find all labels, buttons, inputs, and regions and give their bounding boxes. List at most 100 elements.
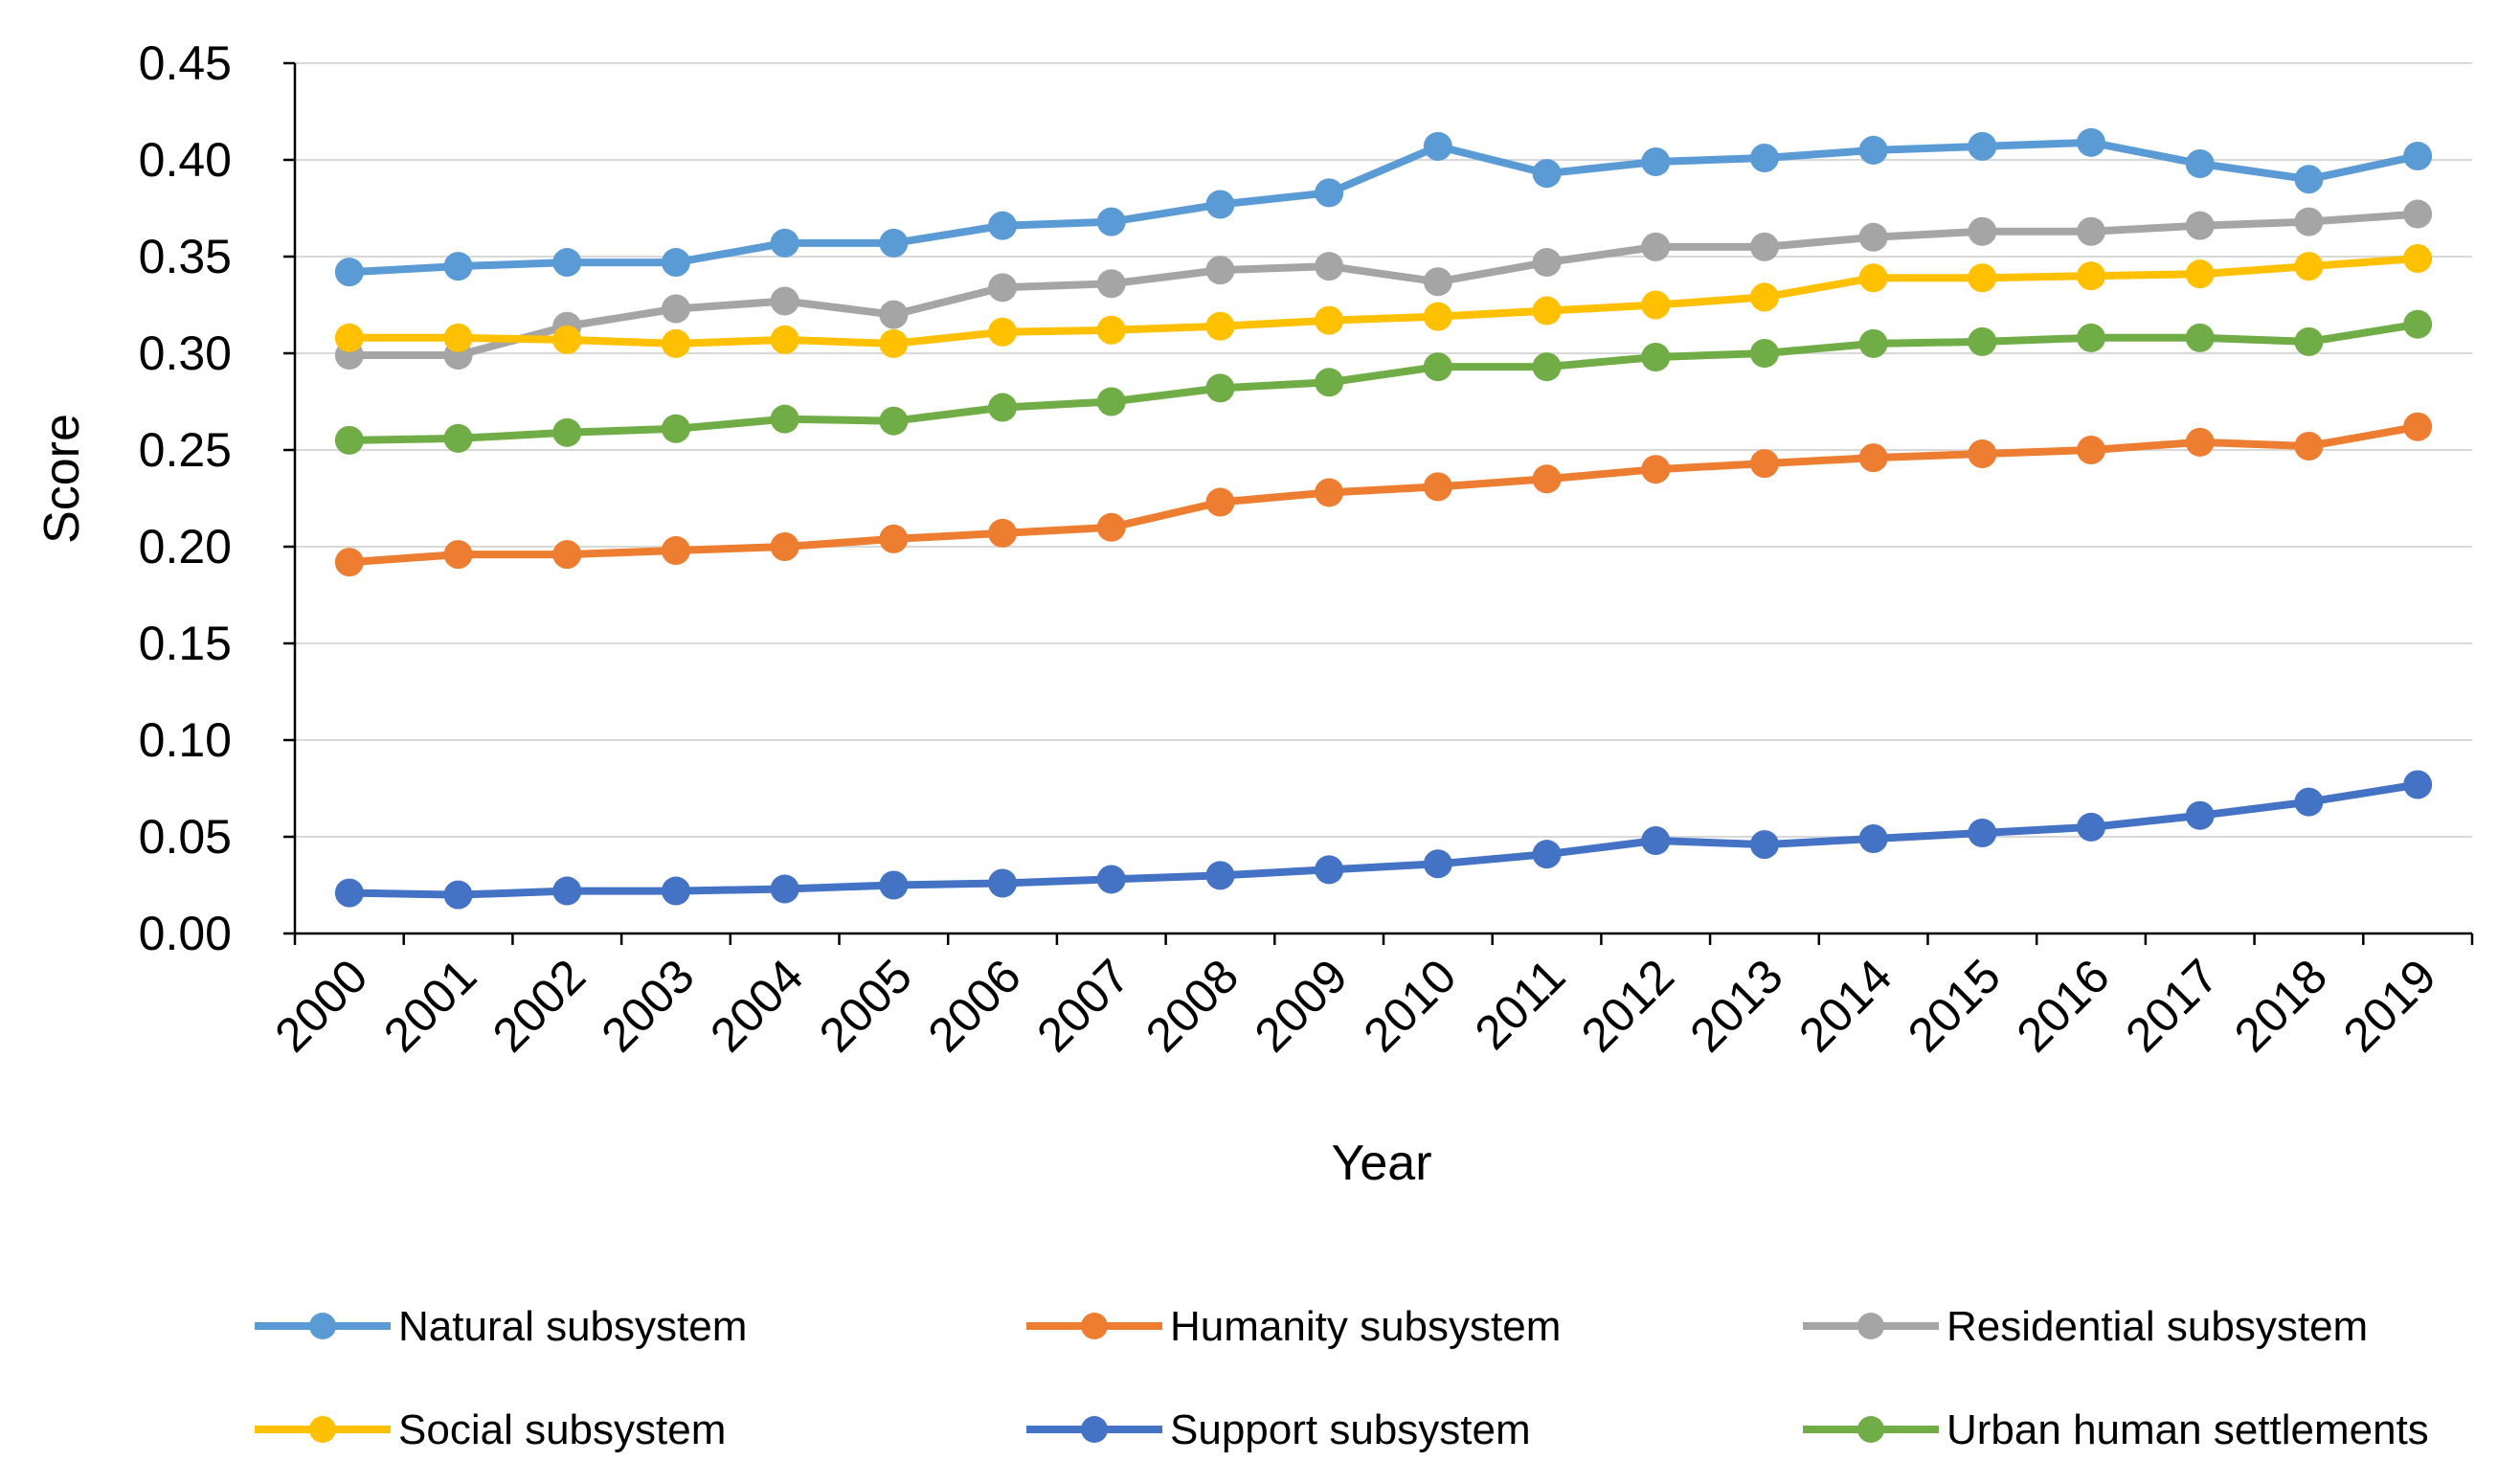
data-point (1968, 818, 1997, 847)
data-point (1641, 455, 1671, 484)
data-point (770, 286, 799, 316)
data-point (443, 540, 473, 570)
data-point (1423, 302, 1452, 331)
legend-swatch-marker (1857, 1313, 1884, 1339)
data-point (1423, 131, 1452, 161)
x-axis-title: Year (1331, 1135, 1431, 1191)
data-point (1858, 263, 1888, 293)
data-point (1749, 449, 1779, 479)
data-point (988, 317, 1018, 347)
data-point (1423, 352, 1452, 382)
data-point (661, 536, 690, 566)
data-point (879, 870, 909, 900)
data-point (334, 425, 364, 455)
data-point (1749, 339, 1779, 368)
data-point (334, 258, 364, 287)
data-point (2077, 261, 2106, 291)
data-point (770, 404, 799, 434)
gridlines (295, 62, 2472, 838)
legend-swatch-marker (309, 1416, 336, 1443)
legend-label: Humanity subsystem (1170, 1303, 1561, 1350)
data-point (661, 328, 690, 358)
data-point (879, 228, 909, 258)
y-tick-label: 0.00 (139, 907, 232, 960)
legend-swatch-marker (1081, 1313, 1108, 1339)
data-point (1205, 190, 1235, 219)
data-point (879, 524, 909, 553)
legend-item-urban-human-settlements: Urban human settlements (1803, 1406, 2429, 1453)
data-point (552, 540, 582, 570)
data-point (334, 548, 364, 577)
axes (283, 61, 2474, 945)
legend-item-social-subsystem: Social subsystem (255, 1406, 726, 1453)
data-point (334, 878, 364, 908)
data-point (2294, 252, 2324, 281)
data-point (2403, 770, 2433, 799)
data-point (1641, 290, 1671, 320)
data-point (1096, 315, 1126, 345)
data-point (988, 273, 1018, 303)
legend-label: Support subsystem (1170, 1406, 1531, 1453)
data-point (1858, 135, 1888, 165)
data-point (1423, 472, 1452, 502)
y-tick-label: 0.45 (139, 36, 232, 90)
data-point (2403, 244, 2433, 274)
data-point (1096, 865, 1126, 894)
data-point (988, 211, 1018, 240)
data-point (1858, 443, 1888, 473)
data-point (1315, 855, 1344, 885)
data-point (1532, 840, 1562, 869)
data-point (2294, 787, 2324, 817)
data-point (1096, 269, 1126, 299)
legend-swatch-marker (309, 1313, 336, 1339)
data-point (1205, 311, 1235, 341)
data-point (1858, 824, 1888, 854)
y-tick-label: 0.20 (139, 520, 232, 573)
series-line (345, 422, 2422, 567)
data-point (2403, 309, 2433, 339)
data-point (2185, 800, 2215, 830)
y-tick-label: 0.40 (139, 133, 232, 187)
data-point (2294, 326, 2324, 356)
data-point (1205, 861, 1235, 890)
data-point (1315, 178, 1344, 208)
data-point (879, 300, 909, 329)
data-point (770, 228, 799, 258)
data-point (2077, 216, 2106, 246)
legend-label: Residential subsystem (1946, 1303, 2368, 1350)
data-point (2185, 149, 2215, 179)
legend-item-humanity-subsystem: Humanity subsystem (1026, 1303, 1561, 1350)
legend-item-natural-subsystem: Natural subsystem (255, 1303, 747, 1350)
legend-label: Urban human settlements (1946, 1406, 2429, 1453)
series-natural-subsystem (334, 127, 2433, 287)
data-point (1641, 343, 1671, 372)
data-point (2294, 431, 2324, 461)
series-line (345, 138, 2422, 277)
data-point (1315, 252, 1344, 281)
data-point (2077, 436, 2106, 464)
data-point (770, 532, 799, 561)
data-point (1968, 216, 1997, 246)
y-tick-label: 0.15 (139, 617, 232, 670)
series-line (345, 780, 2422, 899)
legend-swatch-marker (1857, 1416, 1884, 1443)
data-point (879, 406, 909, 436)
data-point (2403, 141, 2433, 170)
data-point (1532, 248, 1562, 278)
data-point (661, 248, 690, 278)
legend-label: Natural subsystem (398, 1303, 747, 1350)
data-point (1205, 487, 1235, 517)
data-point (879, 328, 909, 358)
y-axis-title: Score (34, 414, 90, 544)
series-line (345, 320, 2422, 444)
data-point (1205, 256, 1235, 285)
legend-item-support-subsystem: Support subsystem (1026, 1406, 1531, 1453)
series-line (345, 210, 2422, 359)
data-point (1423, 267, 1452, 297)
data-point (661, 294, 690, 324)
data-point (1641, 826, 1671, 856)
data-point (988, 393, 1018, 422)
data-point (770, 325, 799, 354)
